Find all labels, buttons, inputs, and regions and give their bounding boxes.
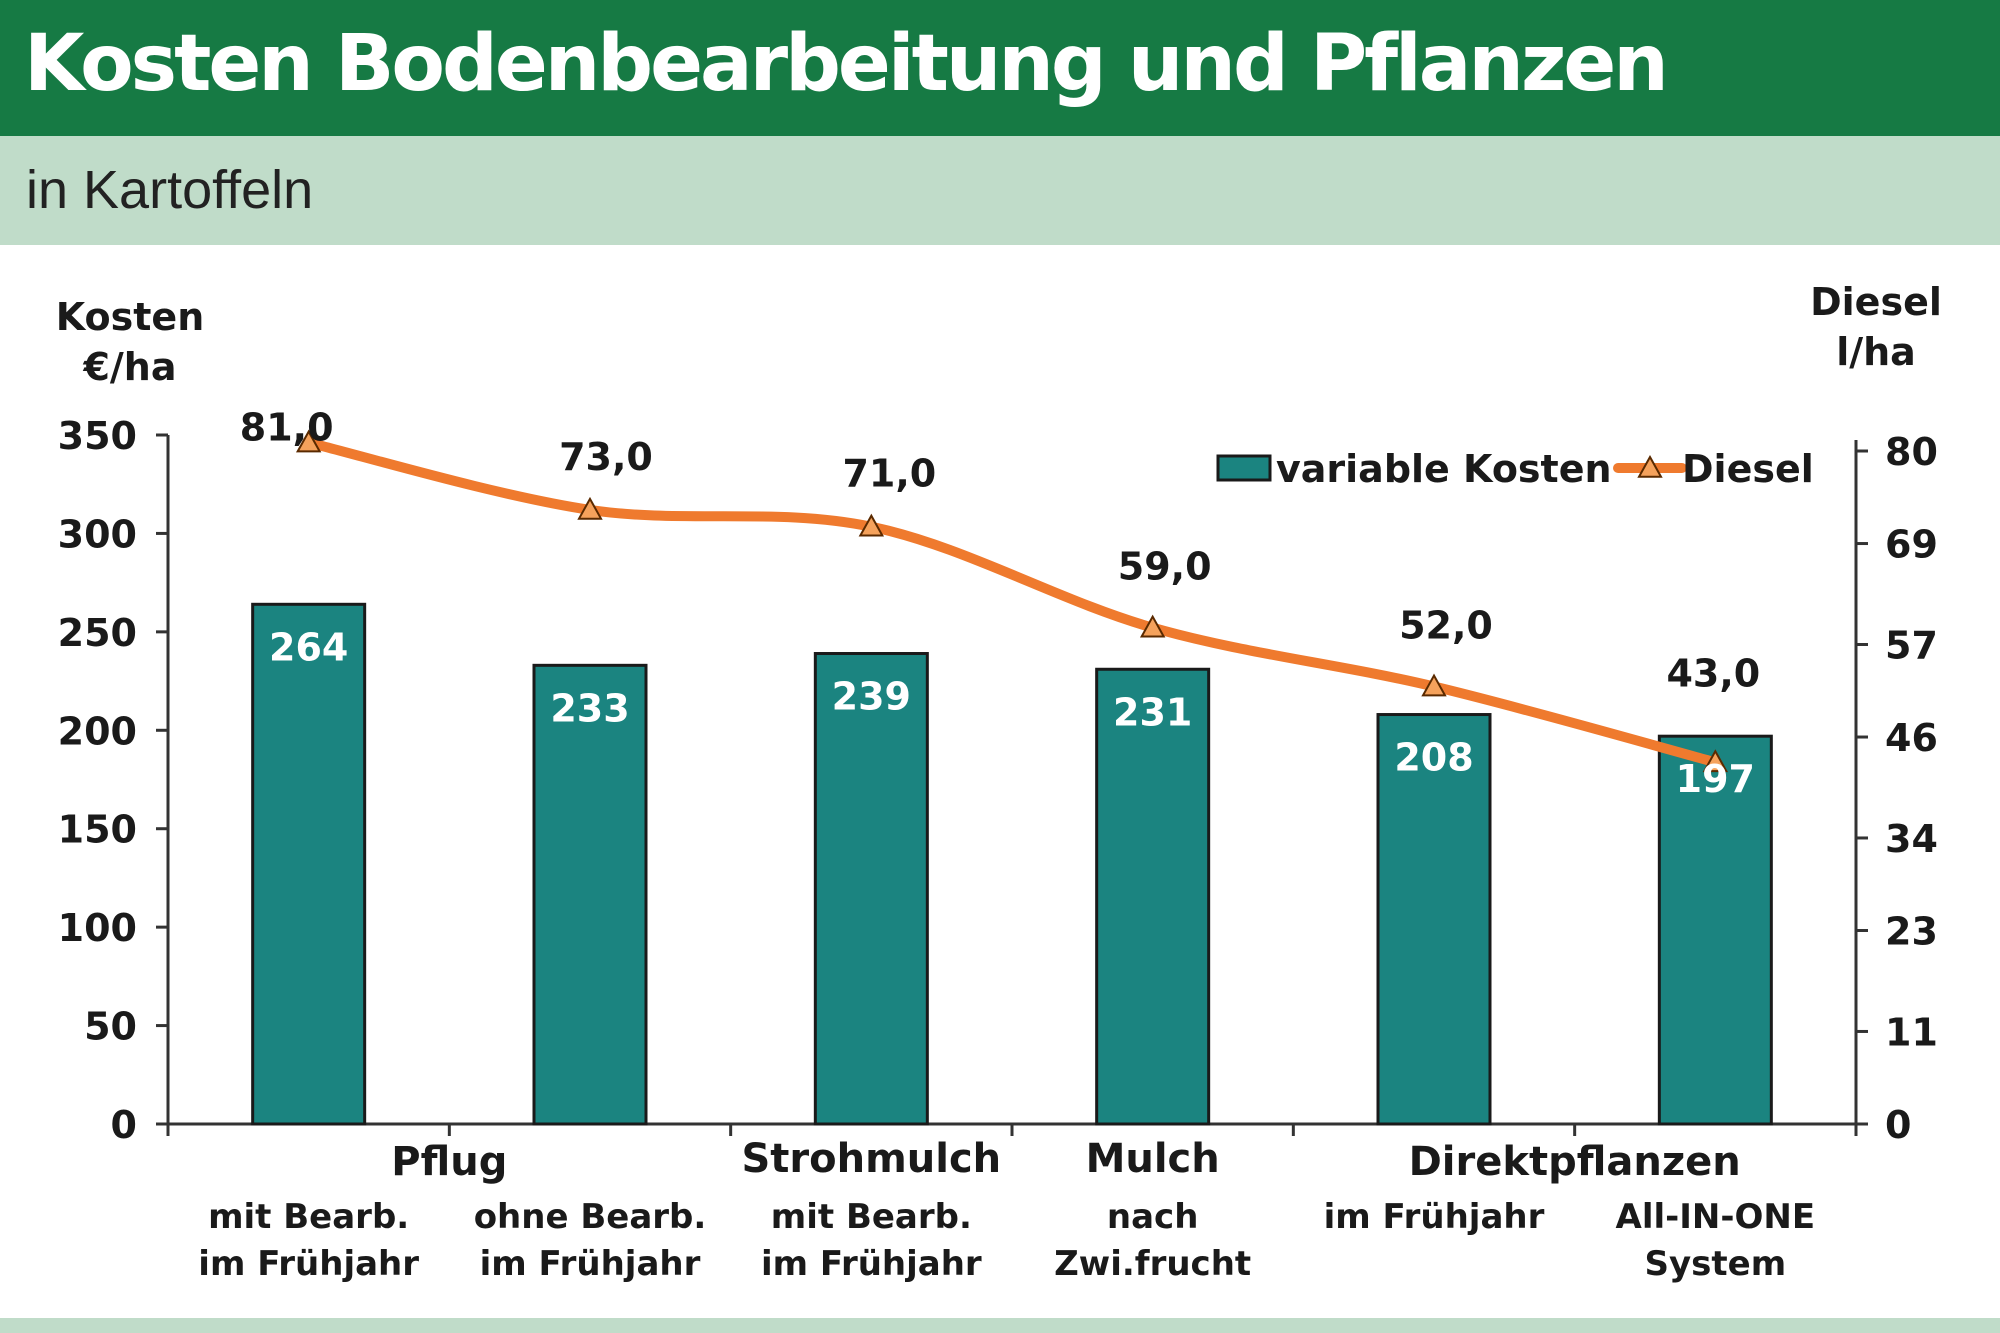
x-axis-category-label: im Frühjahr	[1324, 1197, 1545, 1237]
left-axis-title: €/ha	[82, 345, 176, 389]
left-axis-tick-label: 50	[84, 1005, 137, 1049]
diesel-marker	[1139, 614, 1166, 638]
bar-value-label: 233	[550, 686, 629, 730]
left-axis-tick-label: 200	[58, 709, 137, 753]
left-axis-tick-label: 300	[58, 512, 137, 556]
diesel-value-label: 59,0	[1118, 545, 1212, 589]
diesel-value-label: 52,0	[1399, 604, 1493, 648]
x-axis-group-label: Strohmulch	[741, 1136, 1001, 1182]
bar	[1657, 734, 1773, 1126]
bar-value-label: 208	[1394, 736, 1473, 780]
legend-swatch-bar	[1216, 454, 1272, 482]
bar-value-label: 239	[832, 675, 911, 719]
x-axis-category-label: All-IN-ONE	[1616, 1197, 1816, 1237]
diesel-value-label: 81,0	[240, 406, 334, 450]
left-axis-tick-label: 250	[58, 611, 137, 655]
x-axis-category-label: im Frühjahr	[480, 1244, 701, 1284]
right-axis-title: Diesel	[1810, 280, 1942, 324]
subheader-band	[0, 136, 2000, 245]
x-axis-category-label: im Frühjahr	[761, 1244, 982, 1284]
left-axis-tick-label: 100	[58, 906, 137, 950]
footer-band	[0, 1318, 2000, 1333]
right-axis-tick-label: 57	[1885, 623, 1938, 667]
bar-value-label: 231	[1113, 690, 1192, 734]
right-axis-tick-label: 80	[1885, 430, 1938, 474]
right-axis-tick-label: 34	[1885, 817, 1938, 861]
diesel-line	[303, 437, 1721, 768]
diesel-marker	[295, 429, 322, 453]
header-band	[0, 0, 2000, 136]
legend-label: variable Kosten	[1276, 447, 1612, 491]
diesel-marker	[1421, 673, 1447, 697]
chart-subtitle: in Kartoffeln	[26, 160, 314, 220]
legend-swatch-marker	[1637, 454, 1663, 478]
x-axis-group-label: Mulch	[1086, 1136, 1220, 1182]
diesel-marker	[577, 496, 603, 520]
x-axis-group-label: Direktpflanzen	[1409, 1139, 1741, 1185]
bar-value-label: 264	[269, 625, 348, 669]
diesel-marker	[858, 513, 885, 537]
right-axis-tick-label: 69	[1885, 523, 1938, 567]
right-axis-tick-label: 11	[1885, 1010, 1938, 1054]
left-axis-tick-label: 150	[58, 808, 137, 852]
legend: variable Kosten Diesel	[1216, 447, 1814, 491]
bar	[251, 602, 367, 1126]
right-axis-tick-label: 46	[1885, 716, 1938, 760]
x-axis-category-label: ohne Bearb.	[474, 1197, 707, 1237]
bar	[1095, 667, 1211, 1126]
right-axis-title: l/ha	[1836, 330, 1916, 374]
x-axis-group-label: Pflug	[391, 1139, 507, 1185]
bar	[813, 652, 929, 1126]
right-axis-tick-label: 23	[1885, 910, 1938, 954]
left-axis-tick-label: 0	[111, 1103, 137, 1147]
x-axis-category-label: System	[1645, 1244, 1787, 1284]
bar	[1376, 713, 1492, 1126]
x-axis-category-label: mit Bearb.	[208, 1197, 409, 1237]
diesel-value-label: 73,0	[559, 435, 653, 479]
bar-value-label: 197	[1676, 757, 1755, 801]
axes: 0 50 100 150 200 250 300 350 0 11 23 34 46 57 69 80 Kost…	[56, 280, 1942, 1284]
x-axis-category-label: Zwi.frucht	[1054, 1244, 1251, 1284]
bar	[532, 663, 648, 1126]
diesel-value-label: 71,0	[842, 452, 936, 496]
diesel-marker	[1702, 749, 1729, 773]
right-axis-tick-label: 0	[1885, 1103, 1911, 1147]
chart-title: Kosten Bodenbearbeitung und Pflanzen	[24, 19, 1669, 109]
x-axis-category-label: nach	[1107, 1197, 1199, 1237]
labels: 264 233 239 231 208 197 81,0 73,0 71,0 59,0 52,0 43…	[240, 406, 1760, 802]
x-axis-category-label: im Frühjahr	[198, 1244, 419, 1284]
x-axis-category-label: mit Bearb.	[771, 1197, 972, 1237]
diesel-value-label: 43,0	[1666, 651, 1760, 695]
left-axis-tick-label: 350	[58, 414, 137, 458]
bar-series	[251, 602, 1773, 1126]
line-series	[295, 429, 1729, 773]
legend-label: Diesel	[1682, 447, 1814, 491]
left-axis-title: Kosten	[56, 295, 205, 339]
